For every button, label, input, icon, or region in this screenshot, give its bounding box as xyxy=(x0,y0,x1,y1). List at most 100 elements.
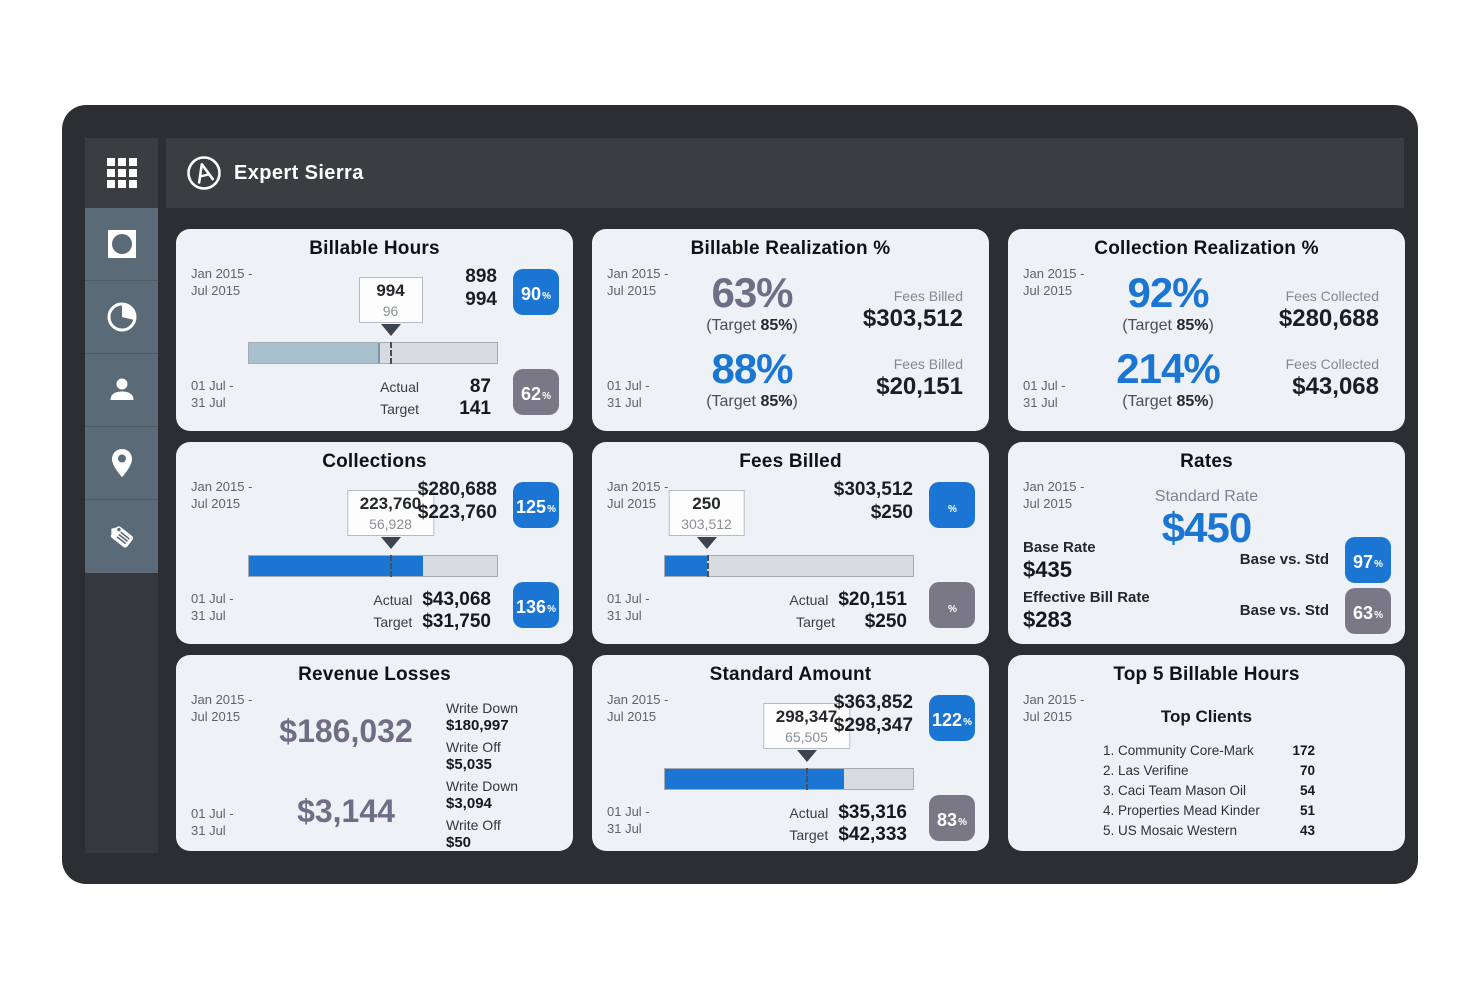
target-marker xyxy=(806,768,809,790)
card-collection-realization[interactable]: Collection Realization % Jan 2015 - Jul 2… xyxy=(1008,229,1405,431)
kpi-badge-top: 125% xyxy=(513,482,559,528)
period-ytd: Jan 2015 - Jul 2015 xyxy=(1023,692,1085,724)
card-revenue-losses[interactable]: Revenue Losses Jan 2015 - Jul 2015 $186,0… xyxy=(176,655,573,851)
card-title: Top 5 Billable Hours xyxy=(1113,664,1300,685)
kpi-badge-top: 122% xyxy=(929,695,975,741)
actual-target-block: Actual 87 Target 141 xyxy=(380,376,491,419)
loss-total-ytd: $186,032 xyxy=(279,713,413,749)
list-item: 3. Caci Team Mason Oil 54 xyxy=(1103,783,1315,798)
actual-target-block: Actual $35,316 Target $42,333 xyxy=(789,802,907,845)
period-month: 01 Jul -31 Jul xyxy=(607,378,650,410)
period-values: $363,852 $298,347 xyxy=(833,692,913,736)
bar-tooltip-wrap: 994 96 xyxy=(248,275,498,337)
kpi-badge-top: % xyxy=(929,482,975,528)
app-launcher-button[interactable] xyxy=(85,138,158,208)
card-billable-realization[interactable]: Billable Realization % Jan 2015 - Jul 201… xyxy=(592,229,989,431)
period-ytd: Jan 2015 - Jul 2015 xyxy=(607,266,669,298)
dashboard-grid: Billable Hours Jan 2015 - Jul 2015 994 96… xyxy=(176,229,1405,851)
pie-chart-icon xyxy=(107,302,136,332)
period-values: $280,688 $223,760 xyxy=(417,479,497,523)
period-month: 01 Jul -31 Jul xyxy=(191,591,234,623)
period-ytd: Jan 2015 - Jul 2015 xyxy=(1023,266,1085,298)
kpi-badge-bottom: 136% xyxy=(513,582,559,628)
bar-tooltip-wrap: 223,760 56,928 xyxy=(248,488,498,550)
card-title: Standard Amount xyxy=(709,664,872,685)
standard-rate-label: Standard Rate xyxy=(1154,488,1259,505)
fees-ytd: Fees Collected $280,688 xyxy=(1278,288,1379,332)
target-marker xyxy=(707,555,710,577)
top-clients-heading: Top Clients xyxy=(1160,707,1253,726)
person-icon xyxy=(110,378,133,400)
sidebar-item-clients[interactable] xyxy=(85,354,158,427)
location-pin-icon xyxy=(111,449,132,477)
logo-a-icon xyxy=(187,156,221,190)
period-month: 01 Jul -31 Jul xyxy=(191,378,234,410)
card-rates[interactable]: Rates Jan 2015 - Jul 2015 Standard Rate $… xyxy=(1008,442,1405,644)
sidebar xyxy=(85,208,158,853)
card-billable-hours[interactable]: Billable Hours Jan 2015 - Jul 2015 994 96… xyxy=(176,229,573,431)
card-title: Billable Hours xyxy=(309,238,440,259)
bar-tooltip: 298,347 65,505 xyxy=(762,703,851,749)
kpi-badge-bottom: % xyxy=(929,582,975,628)
list-item: 4. Properties Mead Kinder 51 xyxy=(1103,803,1315,818)
tooltip-arrow-icon xyxy=(796,750,817,762)
period-values: $303,512 $250 xyxy=(833,479,913,523)
dashboard-icon xyxy=(107,230,136,258)
fees-ytd: Fees Billed $303,512 xyxy=(862,288,963,332)
top-bar: Expert Sierra xyxy=(85,138,1404,208)
card-top5-billable-hours[interactable]: Top 5 Billable Hours Jan 2015 - Jul 2015 … xyxy=(1008,655,1405,851)
kpi-badge-bottom: 83% xyxy=(929,795,975,841)
card-standard-amount[interactable]: Standard Amount Jan 2015 - Jul 2015 298,3… xyxy=(592,655,989,851)
tags-icon xyxy=(110,525,133,548)
sidebar-item-tags[interactable] xyxy=(85,500,158,573)
app-title[interactable]: Expert Sierra xyxy=(234,161,364,184)
realization-pct-month: 88% (Target 85%) xyxy=(706,345,798,411)
card-collections[interactable]: Collections Jan 2015 - Jul 2015 223,760 5… xyxy=(176,442,573,644)
base-vs-std-label: Base vs. Std xyxy=(1239,602,1329,619)
progress-fill xyxy=(249,343,381,363)
card-fees-billed[interactable]: Fees Billed Jan 2015 - Jul 2015 250 303,5… xyxy=(592,442,989,644)
logo-bar: Expert Sierra xyxy=(166,138,1404,208)
client-list: 1. Community Core-Mark 172 2. Las Verifi… xyxy=(1103,743,1315,838)
kpi-badge-base-vs-std: 63% xyxy=(1345,588,1391,634)
period-values: 898 994 xyxy=(465,266,497,310)
effective-bill-rate: Effective Bill Rate $283 xyxy=(1023,589,1150,632)
apps-grid-icon xyxy=(106,158,137,188)
card-title: Billable Realization % xyxy=(690,238,891,259)
bar-tooltip: 994 96 xyxy=(358,277,423,323)
card-title: Fees Billed xyxy=(739,451,842,472)
loss-breakdown: Write Down $180,997 Write Off $5,035 Wri… xyxy=(446,700,519,851)
tooltip-arrow-icon xyxy=(380,324,401,336)
list-item: 2. Las Verifine 70 xyxy=(1103,763,1315,778)
period-ytd: Jan 2015 - Jul 2015 xyxy=(191,479,253,511)
sidebar-item-dashboard[interactable] xyxy=(85,208,158,281)
actual-target-block: Actual $43,068 Target $31,750 xyxy=(373,589,491,632)
card-title: Collection Realization % xyxy=(1094,238,1319,259)
kpi-badge-top: 90% xyxy=(513,269,559,315)
sidebar-item-locations[interactable] xyxy=(85,427,158,500)
list-item: 1. Community Core-Mark 172 xyxy=(1103,743,1315,758)
card-title: Collections xyxy=(322,451,427,472)
realization-pct-ytd: 92% (Target 85%) xyxy=(1122,269,1214,335)
period-month: 01 Jul -31 Jul xyxy=(191,806,234,838)
progress-bar xyxy=(248,555,498,577)
standard-rate-value: $450 xyxy=(1161,504,1252,551)
target-marker xyxy=(390,555,393,577)
bar-tooltip-wrap: 298,347 65,505 xyxy=(664,701,914,763)
period-month: 01 Jul -31 Jul xyxy=(1023,378,1066,410)
realization-pct-ytd: 63% (Target 85%) xyxy=(706,269,798,335)
period-month: 01 Jul -31 Jul xyxy=(607,804,650,836)
target-marker xyxy=(390,342,393,364)
card-title: Revenue Losses xyxy=(298,664,451,685)
period-ytd: Jan 2015 - Jul 2015 xyxy=(607,479,669,511)
sidebar-item-reports[interactable] xyxy=(85,281,158,354)
kpi-badge-bottom: 62% xyxy=(513,369,559,415)
actual-target-block: Actual $20,151 Target $250 xyxy=(789,589,907,632)
card-title: Rates xyxy=(1180,451,1233,472)
bar-tooltip: 223,760 56,928 xyxy=(346,490,435,536)
loss-total-month: $3,144 xyxy=(297,793,395,829)
period-ytd: Jan 2015 - Jul 2015 xyxy=(191,692,253,724)
progress-fill xyxy=(249,556,423,576)
period-ytd: Jan 2015 - Jul 2015 xyxy=(607,692,669,724)
list-item: 5. US Mosaic Western 43 xyxy=(1103,823,1315,838)
